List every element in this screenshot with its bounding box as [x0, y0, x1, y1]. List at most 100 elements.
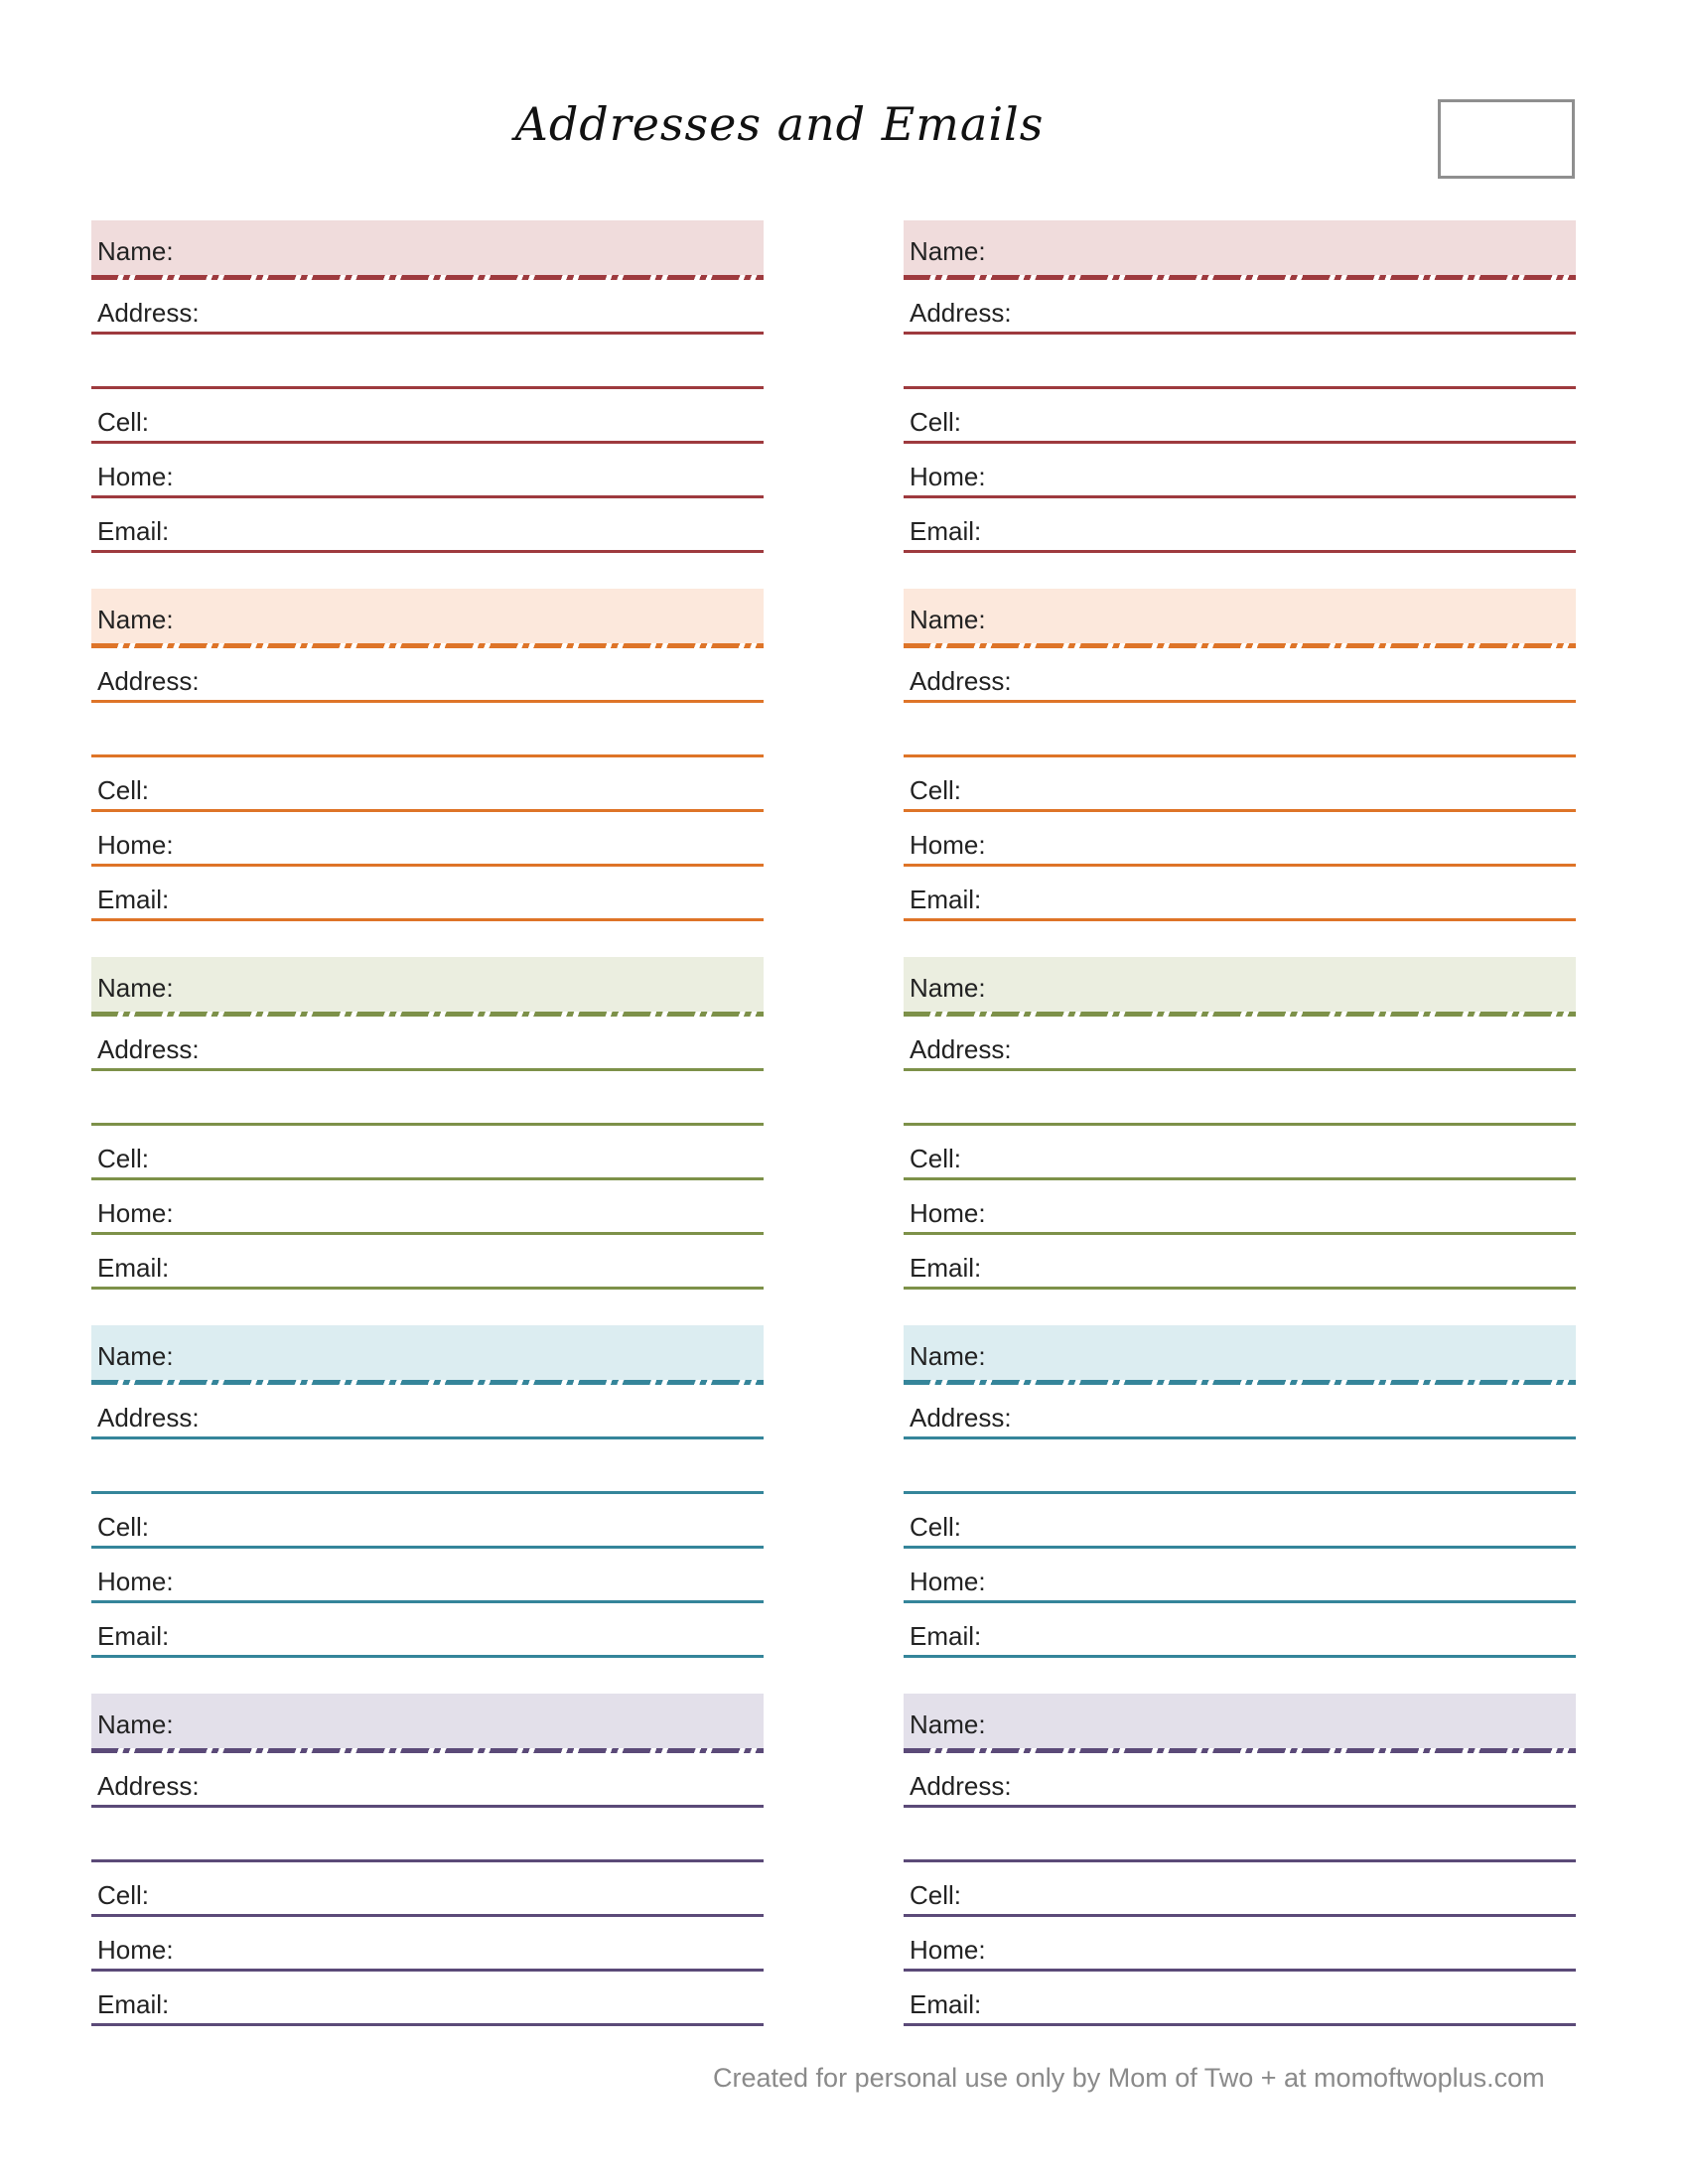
cell-label: Cell: [97, 1880, 150, 1910]
email-field[interactable]: Email: [904, 1972, 1576, 2026]
home-field[interactable]: Home: [904, 1549, 1576, 1603]
cell-rule [904, 1914, 1576, 1917]
email-label: Email: [97, 516, 170, 546]
email-field[interactable]: Email: [904, 1603, 1576, 1658]
name-field[interactable]: Name: [91, 1694, 764, 1748]
address-label: Address: [97, 1034, 200, 1064]
name-field[interactable]: Name: [904, 957, 1576, 1012]
cell-field[interactable]: Cell: [904, 757, 1576, 812]
home-field[interactable]: Home: [904, 812, 1576, 867]
address-line-2-field[interactable] [904, 1439, 1576, 1494]
address-line-2-field[interactable] [91, 1439, 764, 1494]
address-label: Address: [97, 1771, 200, 1801]
address-field[interactable]: Address: [91, 1017, 764, 1071]
address-field[interactable]: Address: [91, 648, 764, 703]
address-line-2-rule [904, 1123, 1576, 1126]
home-rule [91, 1600, 764, 1603]
cell-label: Cell: [910, 407, 962, 437]
contact-entry-blue: Name: Address: Cell: Home: Email: [904, 1325, 1576, 1694]
address-field[interactable]: Address: [91, 1753, 764, 1808]
contact-entry-purple: Name: Address: Cell: Home: Email: [904, 1694, 1576, 2062]
address-line-2-rule [91, 754, 764, 757]
email-label: Email: [910, 1621, 982, 1651]
home-rule [904, 1600, 1576, 1603]
address-line-2-field[interactable] [91, 1071, 764, 1126]
cell-field[interactable]: Cell: [91, 757, 764, 812]
home-field[interactable]: Home: [91, 812, 764, 867]
email-field[interactable]: Email: [91, 1603, 764, 1658]
address-field[interactable]: Address: [904, 648, 1576, 703]
address-line-2-rule [91, 1859, 764, 1862]
email-label: Email: [97, 1253, 170, 1283]
email-field[interactable]: Email: [91, 1235, 764, 1290]
address-rule [904, 1805, 1576, 1808]
cell-field[interactable]: Cell: [904, 1494, 1576, 1549]
address-line-2-field[interactable] [904, 335, 1576, 389]
left-column: Name: Address: Cell: Home: Email: Name: … [91, 220, 764, 2062]
email-field[interactable]: Email: [91, 498, 764, 553]
address-line-2-field[interactable] [904, 1808, 1576, 1862]
home-field[interactable]: Home: [91, 1917, 764, 1972]
contact-entry-orange: Name: Address: Cell: Home: Email: [91, 589, 764, 957]
cell-field[interactable]: Cell: [904, 1126, 1576, 1180]
cell-field[interactable]: Cell: [91, 1126, 764, 1180]
name-field[interactable]: Name: [91, 589, 764, 643]
home-label: Home: [910, 1935, 986, 1965]
dashed-divider [91, 1748, 764, 1753]
cell-label: Cell: [910, 1144, 962, 1173]
name-field[interactable]: Name: [904, 220, 1576, 275]
home-label: Home: [910, 1198, 986, 1228]
home-rule [91, 864, 764, 867]
home-field[interactable]: Home: [904, 444, 1576, 498]
address-line-2-field[interactable] [904, 703, 1576, 757]
home-label: Home: [910, 462, 986, 491]
address-rule [91, 700, 764, 703]
address-line-2-rule [91, 386, 764, 389]
name-label: Name: [910, 973, 986, 1003]
cell-field[interactable]: Cell: [904, 1862, 1576, 1917]
contact-entry-red: Name: Address: Cell: Home: Email: [904, 220, 1576, 589]
name-field[interactable]: Name: [91, 1325, 764, 1380]
cell-field[interactable]: Cell: [91, 1862, 764, 1917]
address-field[interactable]: Address: [904, 280, 1576, 335]
address-line-2-rule [904, 754, 1576, 757]
name-field[interactable]: Name: [904, 1325, 1576, 1380]
address-label: Address: [910, 666, 1012, 696]
email-field[interactable]: Email: [904, 867, 1576, 921]
address-field[interactable]: Address: [904, 1017, 1576, 1071]
cell-field[interactable]: Cell: [91, 389, 764, 444]
home-field[interactable]: Home: [904, 1917, 1576, 1972]
name-field[interactable]: Name: [904, 1694, 1576, 1748]
address-line-2-field[interactable] [91, 335, 764, 389]
email-label: Email: [97, 1621, 170, 1651]
name-field[interactable]: Name: [91, 220, 764, 275]
email-rule [91, 2023, 764, 2026]
name-field[interactable]: Name: [91, 957, 764, 1012]
home-field[interactable]: Home: [904, 1180, 1576, 1235]
address-field[interactable]: Address: [904, 1753, 1576, 1808]
home-field[interactable]: Home: [91, 1549, 764, 1603]
email-field[interactable]: Email: [91, 1972, 764, 2026]
address-rule [91, 1805, 764, 1808]
name-field[interactable]: Name: [904, 589, 1576, 643]
address-line-2-field[interactable] [91, 703, 764, 757]
address-line-2-field[interactable] [904, 1071, 1576, 1126]
home-field[interactable]: Home: [91, 444, 764, 498]
contact-entry-green: Name: Address: Cell: Home: Email: [904, 957, 1576, 1325]
cell-field[interactable]: Cell: [904, 389, 1576, 444]
email-field[interactable]: Email: [904, 1235, 1576, 1290]
email-field[interactable]: Email: [91, 867, 764, 921]
email-field[interactable]: Email: [904, 498, 1576, 553]
cell-field[interactable]: Cell: [91, 1494, 764, 1549]
email-label: Email: [910, 516, 982, 546]
page-number-box[interactable] [1438, 99, 1575, 179]
address-field[interactable]: Address: [91, 280, 764, 335]
address-field[interactable]: Address: [91, 1385, 764, 1439]
home-rule [904, 864, 1576, 867]
address-line-2-field[interactable] [91, 1808, 764, 1862]
cell-rule [904, 1546, 1576, 1549]
name-label: Name: [97, 1709, 174, 1739]
dashed-divider [904, 275, 1576, 280]
address-field[interactable]: Address: [904, 1385, 1576, 1439]
home-field[interactable]: Home: [91, 1180, 764, 1235]
